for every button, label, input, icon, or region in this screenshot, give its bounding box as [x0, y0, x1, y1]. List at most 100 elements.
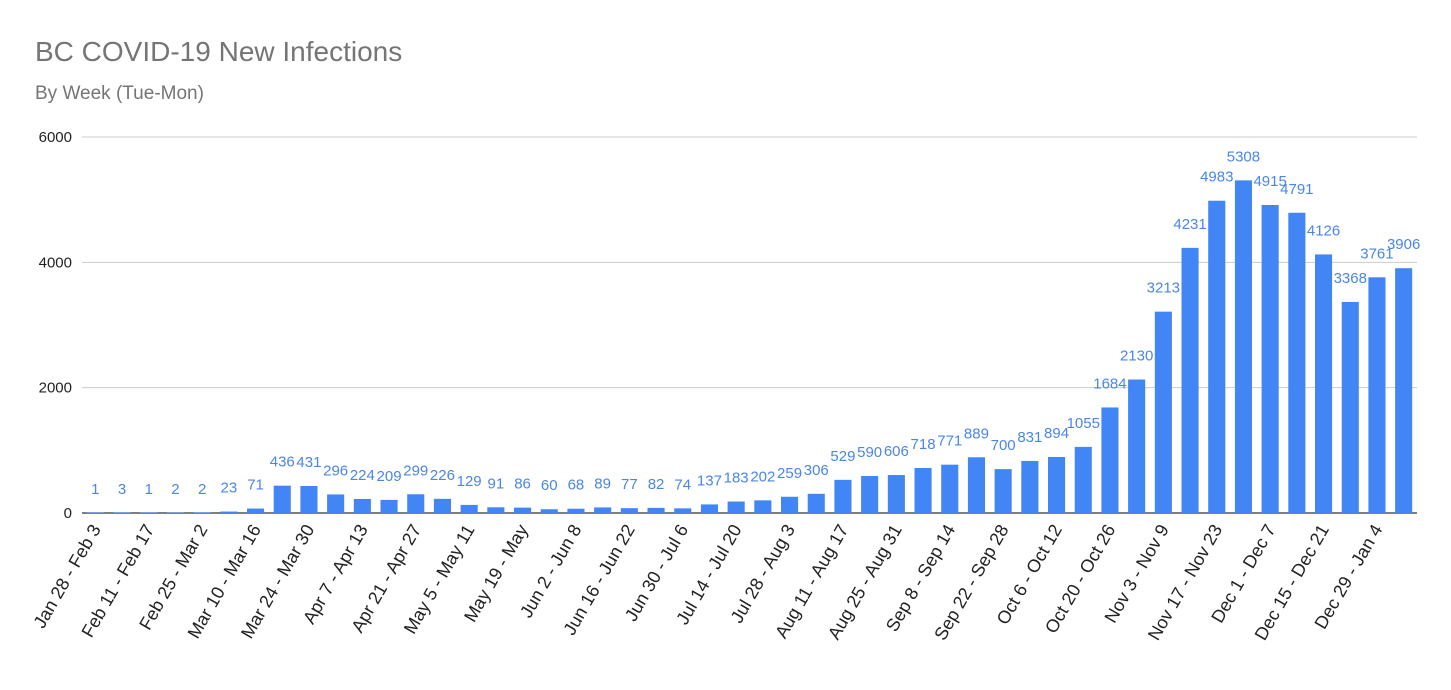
data-label: 1	[145, 481, 153, 498]
data-label: 86	[514, 476, 531, 493]
data-label: 224	[350, 467, 375, 484]
data-label: 4983	[1200, 169, 1233, 186]
chart-subtitle: By Week (Tue-Mon)	[35, 83, 204, 104]
bar	[220, 511, 238, 513]
bar	[941, 464, 959, 513]
bar	[1288, 212, 1306, 513]
data-label: 4231	[1173, 216, 1206, 233]
bar	[166, 512, 184, 513]
bar	[1101, 407, 1119, 513]
bar	[834, 479, 852, 513]
data-label: 4915	[1253, 173, 1286, 190]
data-label: 1684	[1093, 375, 1126, 392]
data-label: 209	[377, 468, 402, 485]
data-label: 771	[937, 433, 962, 450]
bar	[594, 507, 612, 513]
y-tick-label: 0	[64, 505, 72, 522]
bar	[433, 498, 451, 513]
y-tick-label: 4000	[39, 254, 72, 271]
bar	[300, 485, 318, 513]
data-label: 2	[171, 481, 179, 498]
bar	[1395, 268, 1413, 513]
bar	[247, 508, 265, 513]
bar	[353, 498, 371, 513]
data-label: 4126	[1307, 222, 1340, 239]
bar	[1021, 460, 1039, 513]
data-label: 894	[1044, 425, 1069, 442]
bar	[1341, 301, 1359, 513]
bar	[807, 493, 825, 513]
bar	[967, 457, 985, 513]
y-axis-ticks: 0 2000 4000 6000	[39, 129, 72, 522]
data-label: 831	[1017, 429, 1042, 446]
bar	[1128, 379, 1146, 513]
data-label: 91	[488, 475, 505, 492]
data-label: 529	[830, 448, 855, 465]
bar	[380, 499, 398, 513]
bar	[620, 508, 638, 513]
bar	[407, 494, 425, 513]
bar	[727, 501, 745, 513]
data-label: 718	[911, 436, 936, 453]
data-label: 82	[648, 476, 665, 493]
bar	[781, 496, 799, 513]
data-label: 3761	[1360, 245, 1393, 262]
data-label: 3	[118, 481, 126, 498]
data-label: 1	[91, 481, 99, 498]
bar	[647, 507, 665, 513]
data-label: 89	[594, 475, 611, 492]
data-label: 1055	[1067, 415, 1100, 432]
data-label: 5308	[1227, 148, 1260, 165]
bar	[540, 509, 558, 513]
chart-title: BC COVID-19 New Infections	[35, 36, 403, 67]
bar	[1234, 180, 1252, 513]
bar	[1181, 247, 1199, 513]
data-label: 60	[541, 477, 558, 494]
data-label: 23	[221, 480, 238, 497]
data-label: 2130	[1120, 348, 1153, 365]
data-label: 68	[568, 477, 585, 494]
bar	[1315, 254, 1333, 514]
data-label: 299	[403, 462, 428, 479]
bar	[1261, 204, 1279, 513]
data-label: 202	[750, 468, 775, 485]
bar	[113, 512, 131, 513]
data-label: 129	[457, 473, 482, 490]
data-label: 606	[884, 443, 909, 460]
bar	[567, 508, 585, 513]
data-label: 431	[296, 454, 321, 471]
bar	[1208, 200, 1226, 513]
bar	[994, 469, 1012, 513]
data-label: 77	[621, 476, 638, 493]
bar	[1074, 446, 1092, 513]
data-label: 590	[857, 444, 882, 461]
y-tick-label: 6000	[39, 129, 72, 146]
data-label: 137	[697, 472, 722, 489]
data-label: 2	[198, 481, 206, 498]
data-label: 700	[991, 437, 1016, 454]
bar	[754, 500, 772, 513]
data-label: 3906	[1387, 236, 1420, 253]
bar	[140, 512, 158, 513]
data-label: 183	[724, 470, 749, 487]
bar	[327, 494, 345, 513]
y-tick-label: 2000	[39, 380, 72, 397]
bar	[861, 476, 879, 513]
bar	[1368, 277, 1386, 513]
data-label: 296	[323, 462, 348, 479]
bar	[86, 512, 104, 513]
data-label: 4791	[1280, 181, 1313, 198]
bar	[460, 504, 478, 513]
bar	[273, 485, 291, 513]
bar	[1048, 456, 1066, 513]
data-label: 306	[804, 462, 829, 479]
bar	[887, 475, 905, 513]
data-label: 259	[777, 465, 802, 482]
bar	[700, 504, 718, 513]
data-label: 226	[430, 467, 455, 484]
data-label: 71	[247, 477, 264, 494]
bar	[1154, 311, 1172, 513]
